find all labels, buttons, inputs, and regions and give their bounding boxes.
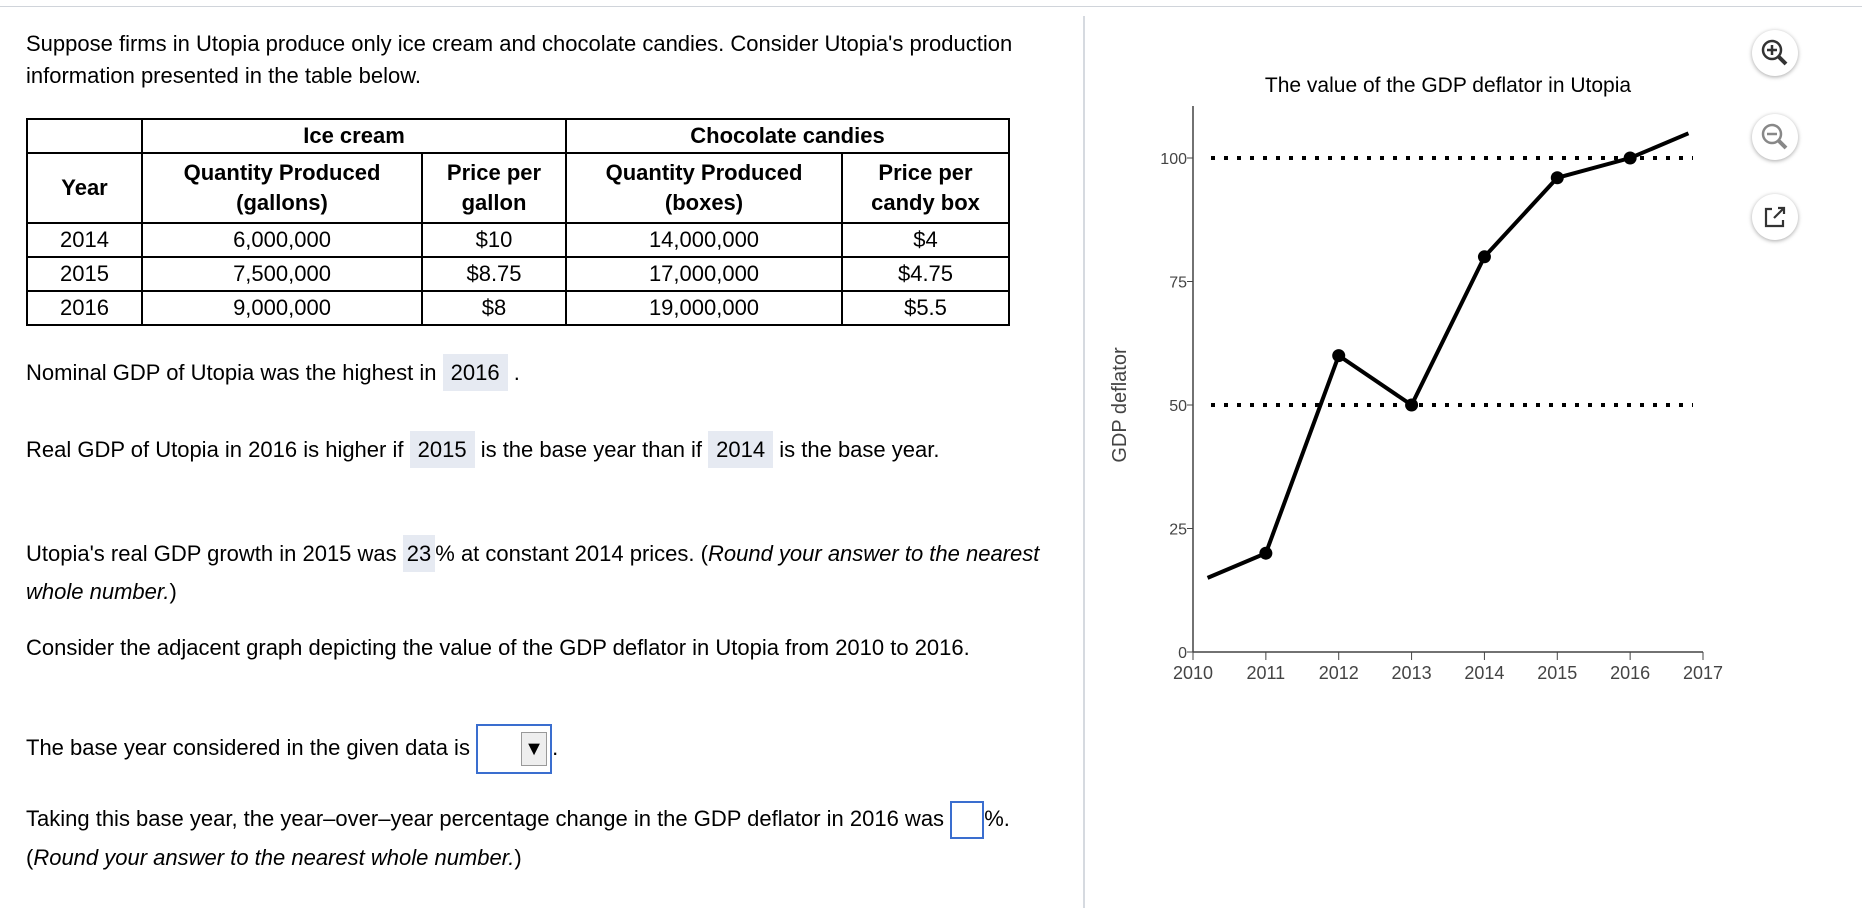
question-graph-intro: Consider the adjacent graph depicting th… [26, 635, 970, 660]
zoom-in-button[interactable] [1752, 30, 1798, 76]
group-header: Ice cream [141, 118, 567, 154]
table-cell: $8.75 [421, 256, 567, 292]
question-growth: Utopia's real GDP growth in 2015 was 23%… [26, 535, 1066, 611]
table-cell: 7,500,000 [141, 256, 423, 292]
group-header: Chocolate candies [565, 118, 1010, 154]
y-tick-label: 50 [1169, 398, 1187, 415]
table-cell: 2014 [26, 222, 143, 258]
y-tick-label: 100 [1160, 151, 1187, 168]
external-link-button[interactable] [1752, 194, 1798, 240]
question-real-gdp: Real GDP of Utopia in 2016 is higher if … [26, 430, 1056, 470]
blank-header [26, 118, 143, 154]
table-cell: 2016 [26, 290, 143, 326]
table-row: 2015 7,500,000 $8.75 17,000,000 $4.75 [26, 256, 1010, 292]
zoom-out-button[interactable] [1752, 114, 1798, 160]
table-cell: $4 [841, 222, 1010, 258]
data-point [1259, 546, 1273, 560]
column-header: Quantity Produced (boxes) [565, 152, 843, 224]
y-tick-label: 75 [1169, 275, 1187, 292]
table-cell: $8 [421, 290, 567, 326]
table-cell: 17,000,000 [565, 256, 843, 292]
answer-nominal-year[interactable]: 2016 [442, 354, 508, 391]
zoom-out-icon [1761, 123, 1788, 150]
data-point [1477, 250, 1491, 264]
table-row: 2014 6,000,000 $10 14,000,000 $4 [26, 222, 1010, 258]
x-tick-label: 2016 [1610, 663, 1650, 683]
data-point [1332, 349, 1346, 363]
answer-base-year-1[interactable]: 2015 [409, 431, 475, 468]
table-cell: 14,000,000 [565, 222, 843, 258]
question-nominal-gdp: Nominal GDP of Utopia was the highest in… [26, 354, 1066, 391]
x-tick-label: 2010 [1173, 663, 1213, 683]
table-cell: 2015 [26, 256, 143, 292]
y-tick-label: 25 [1169, 522, 1187, 539]
answer-base-year-2[interactable]: 2014 [708, 431, 774, 468]
panel-divider [1083, 16, 1085, 908]
x-tick-label: 2013 [1392, 663, 1432, 683]
gdp-deflator-chart: The value of the GDP deflator in Utopia 0… [1109, 74, 1723, 690]
data-point [1550, 171, 1564, 185]
x-tick-label: 2014 [1464, 663, 1504, 683]
table-cell: $4.75 [841, 256, 1010, 292]
column-header: Year [26, 152, 143, 224]
column-header: Price per candy box [841, 152, 1010, 224]
answer-growth[interactable]: 23 [402, 535, 436, 572]
deflator-change-input[interactable] [950, 801, 985, 840]
x-tick-label: 2011 [1246, 663, 1285, 683]
base-year-dropdown[interactable]: ▼ [476, 724, 553, 775]
table-cell: $5.5 [841, 290, 1010, 326]
top-border [0, 6, 1862, 7]
table-cell: 6,000,000 [141, 222, 423, 258]
data-point [1405, 398, 1419, 412]
dropdown-arrow-icon[interactable]: ▼ [521, 732, 548, 767]
column-header: Price per gallon [421, 152, 567, 224]
x-tick-label: 2012 [1319, 663, 1359, 683]
table-cell: 9,000,000 [141, 290, 423, 326]
x-tick-label: 2017 [1683, 663, 1723, 683]
chart-title: The value of the GDP deflator in Utopia [1265, 74, 1631, 97]
intro-text: Suppose firms in Utopia produce only ice… [26, 31, 1013, 88]
deflator-line [1206, 131, 1690, 580]
question-base-year: The base year considered in the given da… [26, 724, 1066, 775]
question-deflator-change: Taking this base year, the year–over–yea… [26, 800, 1066, 877]
table-cell: $10 [421, 222, 567, 258]
external-link-icon [1764, 206, 1786, 228]
x-axis-label: Year [1428, 687, 1469, 690]
table-cell: 19,000,000 [565, 290, 843, 326]
table-row: 2016 9,000,000 $8 19,000,000 $5.5 [26, 290, 1010, 326]
data-point [1623, 151, 1637, 165]
production-table: Ice cream Chocolate candies Year Quantity… [26, 118, 1010, 326]
x-tick-label: 2015 [1537, 663, 1577, 683]
column-header: Quantity Produced (gallons) [141, 152, 423, 224]
y-tick-label: 0 [1178, 645, 1187, 662]
zoom-in-icon [1761, 39, 1788, 66]
y-axis-label: GDP deflator [1109, 347, 1131, 463]
